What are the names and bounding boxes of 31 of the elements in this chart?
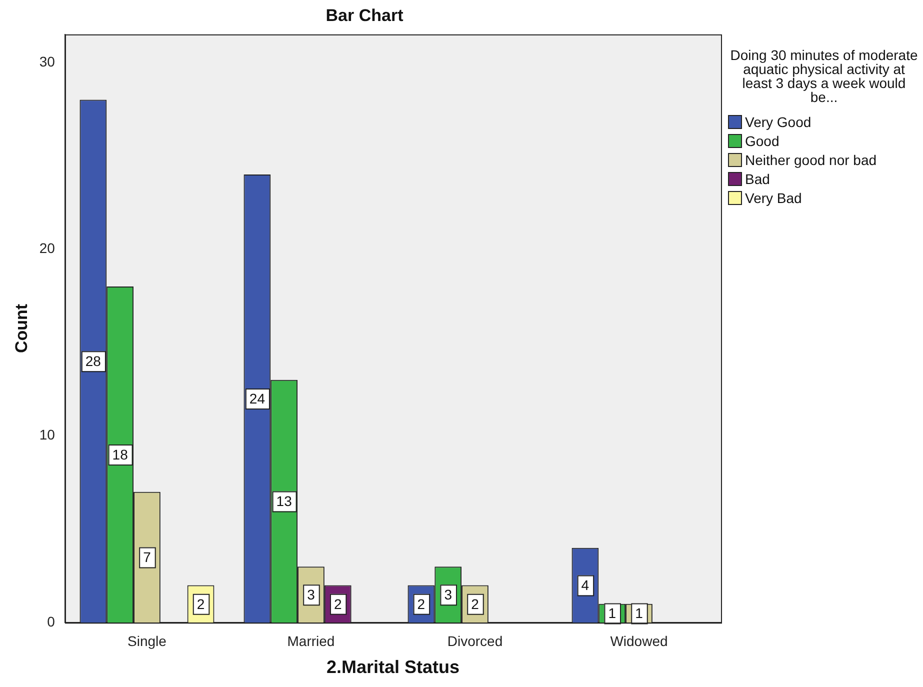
data-label: 2 (471, 596, 480, 612)
x-tick-label: Divorced (447, 632, 503, 649)
data-label: 1 (635, 605, 644, 622)
x-tick-label: Married (287, 632, 335, 649)
data-label: 3 (444, 586, 452, 602)
legend-label: Good (745, 132, 780, 148)
data-label: 2 (196, 596, 205, 612)
data-label: 2 (417, 596, 426, 612)
data-label: 24 (249, 390, 266, 406)
data-label: 3 (307, 586, 316, 602)
y-tick-label: 10 (39, 426, 56, 443)
data-label: 2 (334, 596, 342, 612)
y-tick-label: 20 (39, 240, 56, 256)
chart-title: Bar Chart (326, 6, 404, 25)
y-axis-title: Count (12, 304, 31, 354)
data-label: 1 (608, 605, 616, 622)
data-label: 7 (143, 549, 152, 566)
y-tick-label: 0 (47, 613, 56, 630)
legend-title: Doing 30 minutes of moderate aquatic physical activity at least 3 days a week would be... (729, 47, 919, 105)
legend-label: Bad (745, 170, 770, 186)
data-label: 13 (276, 493, 292, 510)
x-axis-title: 2.Marital Status (326, 657, 460, 678)
y-tick-label: 30 (39, 53, 56, 70)
legend-label: Very Bad (745, 190, 802, 206)
data-label: 28 (85, 353, 102, 370)
x-tick-label: Single (128, 632, 167, 649)
legend-label: Very Good (745, 114, 812, 130)
x-tick-label: Widowed (610, 632, 668, 649)
data-label: 18 (112, 446, 128, 462)
data-label: 4 (581, 577, 590, 594)
legend-label: Neither good nor bad (745, 152, 877, 168)
